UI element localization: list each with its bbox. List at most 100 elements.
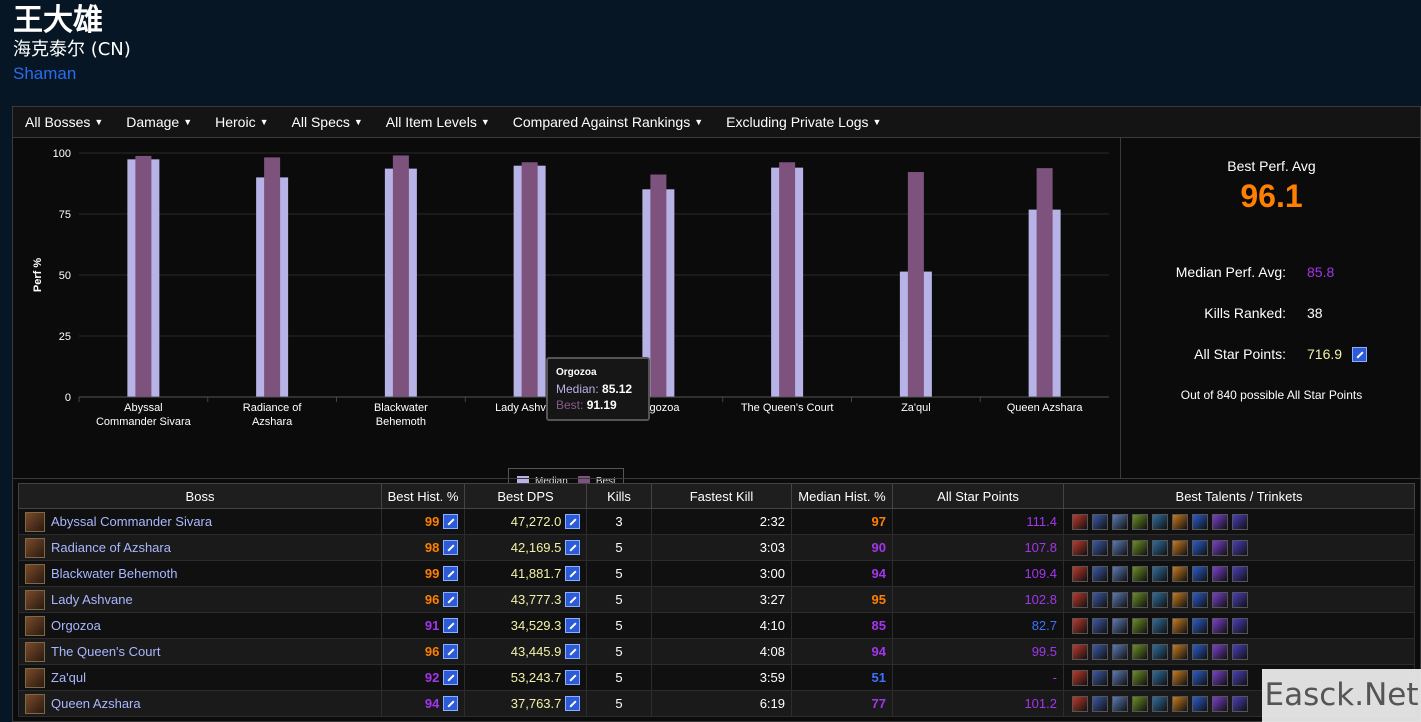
talent-icon[interactable] [1112, 591, 1128, 608]
report-link-icon[interactable] [443, 514, 458, 529]
talent-icon[interactable] [1152, 643, 1168, 660]
talent-icon[interactable] [1092, 591, 1108, 608]
talent-icon[interactable] [1212, 617, 1228, 634]
talent-icon[interactable] [1112, 617, 1128, 634]
boss-link[interactable]: Orgozoa [51, 618, 101, 633]
col-kills[interactable]: Kills [586, 483, 652, 509]
talent-icon[interactable] [1232, 565, 1248, 582]
talent-icon[interactable] [1212, 643, 1228, 660]
talent-icon[interactable] [1192, 643, 1208, 660]
col-fastest-kill[interactable]: Fastest Kill [651, 483, 792, 509]
col-boss[interactable]: Boss [18, 483, 382, 509]
report-link-icon[interactable] [443, 540, 458, 555]
talent-icon[interactable] [1212, 591, 1228, 608]
talent-icon[interactable] [1092, 539, 1108, 556]
col-median-hist[interactable]: Median Hist. % [791, 483, 893, 509]
report-link-icon[interactable] [565, 696, 580, 711]
talent-icon[interactable] [1072, 565, 1088, 582]
report-link-icon[interactable] [565, 566, 580, 581]
talent-icon[interactable] [1212, 539, 1228, 556]
talent-icon[interactable] [1192, 513, 1208, 530]
all-star-link-icon[interactable] [1351, 347, 1367, 362]
col-all-star[interactable]: All Star Points [892, 483, 1064, 509]
talent-icon[interactable] [1212, 695, 1228, 712]
talent-icon[interactable] [1072, 695, 1088, 712]
talent-icon[interactable] [1112, 539, 1128, 556]
report-link-icon[interactable] [443, 592, 458, 607]
talent-icon[interactable] [1152, 591, 1168, 608]
talent-icon[interactable] [1072, 643, 1088, 660]
filter-dropdown-1[interactable]: Damage ▼ [126, 114, 192, 130]
talent-icon[interactable] [1152, 565, 1168, 582]
talent-icon[interactable] [1232, 539, 1248, 556]
col-best-dps[interactable]: Best DPS [464, 483, 587, 509]
talent-icon[interactable] [1072, 617, 1088, 634]
talent-icon[interactable] [1212, 513, 1228, 530]
boss-link[interactable]: Queen Azshara [51, 696, 141, 711]
report-link-icon[interactable] [565, 540, 580, 555]
class-name[interactable]: Shaman [13, 64, 77, 83]
talent-icon[interactable] [1072, 669, 1088, 686]
talent-icon[interactable] [1172, 539, 1188, 556]
report-link-icon[interactable] [443, 644, 458, 659]
talent-icon[interactable] [1152, 669, 1168, 686]
report-link-icon[interactable] [565, 514, 580, 529]
talent-icon[interactable] [1232, 695, 1248, 712]
filter-dropdown-0[interactable]: All Bosses ▼ [25, 114, 103, 130]
talent-icon[interactable] [1152, 513, 1168, 530]
talent-icon[interactable] [1152, 539, 1168, 556]
boss-link[interactable]: The Queen's Court [51, 644, 161, 659]
report-link-icon[interactable] [565, 592, 580, 607]
talent-icon[interactable] [1152, 695, 1168, 712]
talent-icon[interactable] [1152, 617, 1168, 634]
talent-icon[interactable] [1132, 617, 1148, 634]
talent-icon[interactable] [1192, 695, 1208, 712]
talent-icon[interactable] [1192, 617, 1208, 634]
talent-icon[interactable] [1092, 643, 1108, 660]
filter-dropdown-6[interactable]: Excluding Private Logs ▼ [726, 114, 881, 130]
talent-icon[interactable] [1172, 669, 1188, 686]
filter-dropdown-2[interactable]: Heroic ▼ [215, 114, 268, 130]
talent-icon[interactable] [1232, 669, 1248, 686]
talent-icon[interactable] [1112, 695, 1128, 712]
filter-dropdown-5[interactable]: Compared Against Rankings ▼ [513, 114, 703, 130]
talent-icon[interactable] [1232, 643, 1248, 660]
talent-icon[interactable] [1092, 513, 1108, 530]
talent-icon[interactable] [1132, 695, 1148, 712]
talent-icon[interactable] [1132, 669, 1148, 686]
talent-icon[interactable] [1172, 643, 1188, 660]
talent-icon[interactable] [1112, 669, 1128, 686]
talent-icon[interactable] [1072, 539, 1088, 556]
report-link-icon[interactable] [443, 696, 458, 711]
talent-icon[interactable] [1172, 513, 1188, 530]
talent-icon[interactable] [1132, 643, 1148, 660]
talent-icon[interactable] [1192, 565, 1208, 582]
boss-link[interactable]: Lady Ashvane [51, 592, 133, 607]
report-link-icon[interactable] [565, 644, 580, 659]
talent-icon[interactable] [1132, 591, 1148, 608]
legend-item-best[interactable]: Best [577, 475, 616, 487]
talent-icon[interactable] [1212, 565, 1228, 582]
talent-icon[interactable] [1172, 591, 1188, 608]
talent-icon[interactable] [1232, 617, 1248, 634]
talent-icon[interactable] [1092, 695, 1108, 712]
talent-icon[interactable] [1072, 513, 1088, 530]
boss-link[interactable]: Radiance of Azshara [51, 540, 171, 555]
talent-icon[interactable] [1072, 591, 1088, 608]
talent-icon[interactable] [1172, 565, 1188, 582]
talent-icon[interactable] [1192, 539, 1208, 556]
col-best-hist[interactable]: Best Hist. % [381, 483, 465, 509]
legend-item-median[interactable]: Median [517, 475, 568, 487]
report-link-icon[interactable] [565, 670, 580, 685]
talent-icon[interactable] [1092, 669, 1108, 686]
talent-icon[interactable] [1232, 513, 1248, 530]
talent-icon[interactable] [1112, 643, 1128, 660]
report-link-icon[interactable] [565, 618, 580, 633]
boss-link[interactable]: Blackwater Behemoth [51, 566, 178, 581]
report-link-icon[interactable] [443, 618, 458, 633]
boss-link[interactable]: Za'qul [51, 670, 87, 685]
talent-icon[interactable] [1192, 591, 1208, 608]
talent-icon[interactable] [1112, 513, 1128, 530]
report-link-icon[interactable] [443, 566, 458, 581]
boss-link[interactable]: Abyssal Commander Sivara [51, 514, 213, 529]
